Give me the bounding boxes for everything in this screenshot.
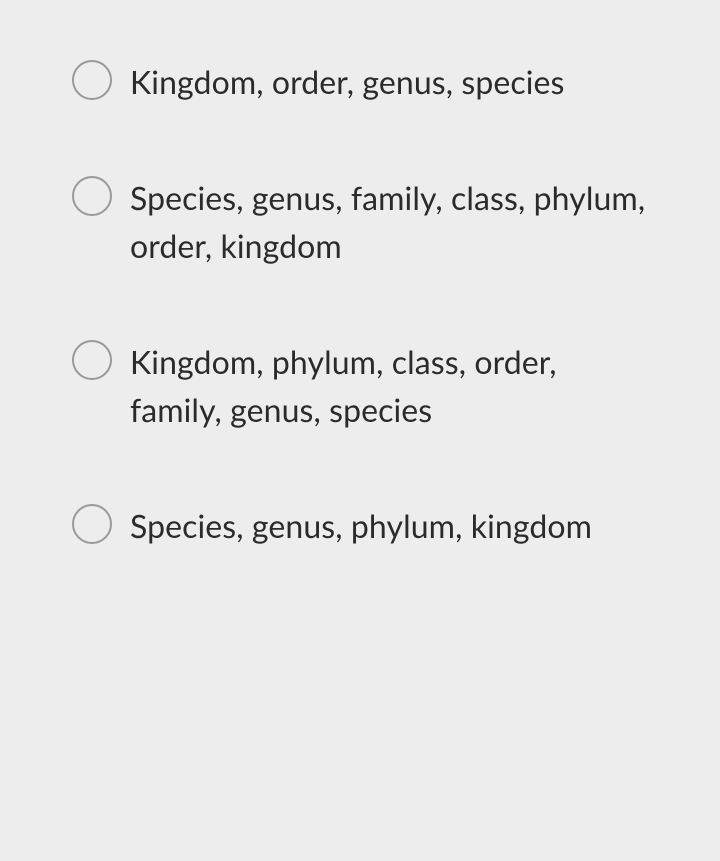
radio-icon[interactable] <box>72 176 112 216</box>
option-row[interactable]: Species, genus, phylum, kingdom <box>72 502 648 550</box>
option-label: Kingdom, phylum, class, order, family, g… <box>130 338 648 434</box>
radio-icon[interactable] <box>72 60 112 100</box>
option-label: Species, genus, family, class, phylum, o… <box>130 174 648 270</box>
option-label: Species, genus, phylum, kingdom <box>130 502 592 550</box>
option-row[interactable]: Species, genus, family, class, phylum, o… <box>72 174 648 270</box>
radio-icon[interactable] <box>72 504 112 544</box>
radio-icon[interactable] <box>72 340 112 380</box>
option-row[interactable]: Kingdom, phylum, class, order, family, g… <box>72 338 648 434</box>
option-label: Kingdom, order, genus, species <box>130 58 564 106</box>
option-row[interactable]: Kingdom, order, genus, species <box>72 58 648 106</box>
options-list: Kingdom, order, genus, species Species, … <box>72 58 648 550</box>
